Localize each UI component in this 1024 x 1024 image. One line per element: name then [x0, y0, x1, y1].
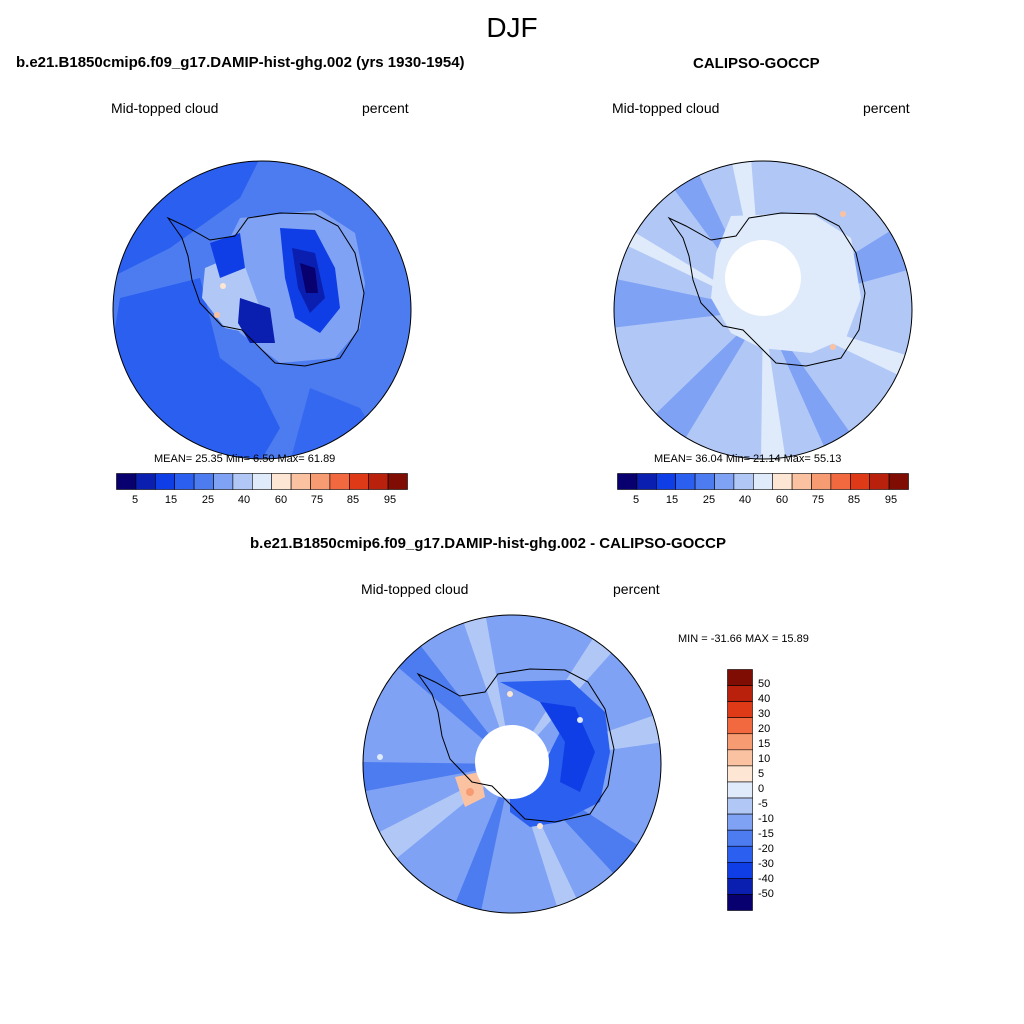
panel1-colorbar-ticks: 5 15 25 40 60 75 85 95 [116, 494, 408, 508]
panel3-polar-map [362, 614, 662, 914]
colorbar-swatch [869, 473, 890, 490]
panel3-tick: 20 [758, 723, 771, 735]
figure-title: DJF [486, 12, 538, 43]
colorbar-swatch [655, 473, 676, 490]
colorbar-swatch [675, 473, 696, 490]
panel1-tick: 15 [164, 494, 178, 506]
colorbar-swatch [349, 473, 370, 490]
colorbar-swatch [830, 473, 851, 490]
panel2-units-label: percent [863, 100, 910, 116]
colorbar-swatch [727, 685, 753, 702]
colorbar-swatch [888, 473, 909, 490]
panel2-stats: MEAN= 36.04 Min= 21.14 Max= 55.13 [654, 453, 842, 465]
panel1-colorbar [116, 473, 408, 490]
colorbar-swatch [811, 473, 832, 490]
panel2-tick: 15 [665, 494, 679, 506]
panel3-tick: -20 [758, 843, 774, 855]
colorbar-swatch [252, 473, 273, 490]
colorbar-swatch [636, 473, 657, 490]
panel1-tick: 95 [383, 494, 397, 506]
panel2-tick: 75 [811, 494, 825, 506]
colorbar-swatch [727, 878, 753, 895]
panel2-tick: 95 [884, 494, 898, 506]
colorbar-swatch [193, 473, 214, 490]
colorbar-swatch [387, 473, 408, 490]
colorbar-swatch [727, 894, 753, 911]
colorbar-swatch [727, 765, 753, 783]
colorbar-swatch [791, 473, 812, 490]
colorbar-swatch [213, 473, 234, 490]
panel3-tick: -15 [758, 828, 774, 840]
colorbar-swatch [714, 473, 735, 490]
colorbar-swatch [617, 473, 638, 490]
panel1-stats: MEAN= 25.35 Min= 6.50 Max= 61.89 [154, 453, 336, 465]
panel2-colorbar-ticks: 5 15 25 40 60 75 85 95 [617, 494, 909, 508]
panel3-tick: 15 [758, 738, 771, 750]
colorbar-swatch [727, 701, 753, 719]
panel2-colorbar [617, 473, 909, 490]
colorbar-swatch [772, 473, 793, 490]
colorbar-swatch [694, 473, 715, 490]
colorbar-swatch [232, 473, 253, 490]
panel2-tick: 40 [738, 494, 752, 506]
panel3-units-label: percent [613, 581, 660, 597]
panel3-tick: 0 [758, 783, 765, 795]
panel3-stats: MIN = -31.66 MAX = 15.89 [678, 633, 809, 645]
panel1-tick: 60 [274, 494, 288, 506]
panel3-tick: 30 [758, 708, 771, 720]
panel3-colorbar [727, 669, 753, 911]
panel2-polar-map [613, 160, 913, 460]
panel3-title: b.e21.B1850cmip6.f09_g17.DAMIP-hist-ghg.… [250, 535, 726, 552]
panel1-tick: 75 [310, 494, 324, 506]
panel1-title: b.e21.B1850cmip6.f09_g17.DAMIP-hist-ghg.… [16, 54, 465, 71]
colorbar-swatch [727, 669, 753, 686]
colorbar-swatch [135, 473, 156, 490]
colorbar-swatch [116, 473, 137, 490]
panel1-polar-map [112, 160, 412, 460]
panel3-tick: -5 [758, 798, 768, 810]
colorbar-swatch [727, 845, 753, 863]
panel1-variable-label: Mid-topped cloud [111, 100, 219, 116]
panel2-variable-label: Mid-topped cloud [612, 100, 720, 116]
colorbar-swatch [310, 473, 331, 490]
panel2-tick: 5 [632, 494, 640, 506]
colorbar-swatch [290, 473, 311, 490]
colorbar-swatch [368, 473, 389, 490]
panel3-variable-label: Mid-topped cloud [361, 581, 469, 597]
panel3-tick: -10 [758, 813, 774, 825]
colorbar-swatch [727, 717, 753, 735]
panel1-tick: 25 [201, 494, 215, 506]
panel3-colorbar-ticks: 50 40 30 20 15 10 5 0 -5 -10 -15 -20 -30… [758, 669, 798, 911]
panel3-tick: -40 [758, 873, 774, 885]
panel3-tick: -30 [758, 858, 774, 870]
colorbar-swatch [154, 473, 175, 490]
panel3-tick: -50 [758, 888, 774, 900]
panel1-tick: 40 [237, 494, 251, 506]
colorbar-swatch [727, 829, 753, 847]
colorbar-swatch [733, 473, 754, 490]
colorbar-swatch [329, 473, 350, 490]
colorbar-swatch [727, 862, 753, 879]
colorbar-swatch [850, 473, 871, 490]
colorbar-swatch [727, 749, 753, 767]
panel2-tick: 25 [702, 494, 716, 506]
colorbar-swatch [727, 733, 753, 751]
colorbar-swatch [727, 813, 753, 831]
panel3-tick: 5 [758, 768, 765, 780]
panel3-tick: 40 [758, 693, 771, 705]
panel3-tick: 10 [758, 753, 771, 765]
colorbar-swatch [727, 797, 753, 815]
panel2-tick: 85 [847, 494, 861, 506]
panel1-tick: 5 [131, 494, 139, 506]
colorbar-swatch [174, 473, 195, 490]
panel1-units-label: percent [362, 100, 409, 116]
colorbar-swatch [727, 781, 753, 799]
colorbar-swatch [271, 473, 292, 490]
colorbar-swatch [753, 473, 774, 490]
panel3-tick: 50 [758, 678, 771, 690]
panel1-tick: 85 [346, 494, 360, 506]
panel2-title: CALIPSO-GOCCP [693, 55, 820, 72]
panel2-tick: 60 [775, 494, 789, 506]
